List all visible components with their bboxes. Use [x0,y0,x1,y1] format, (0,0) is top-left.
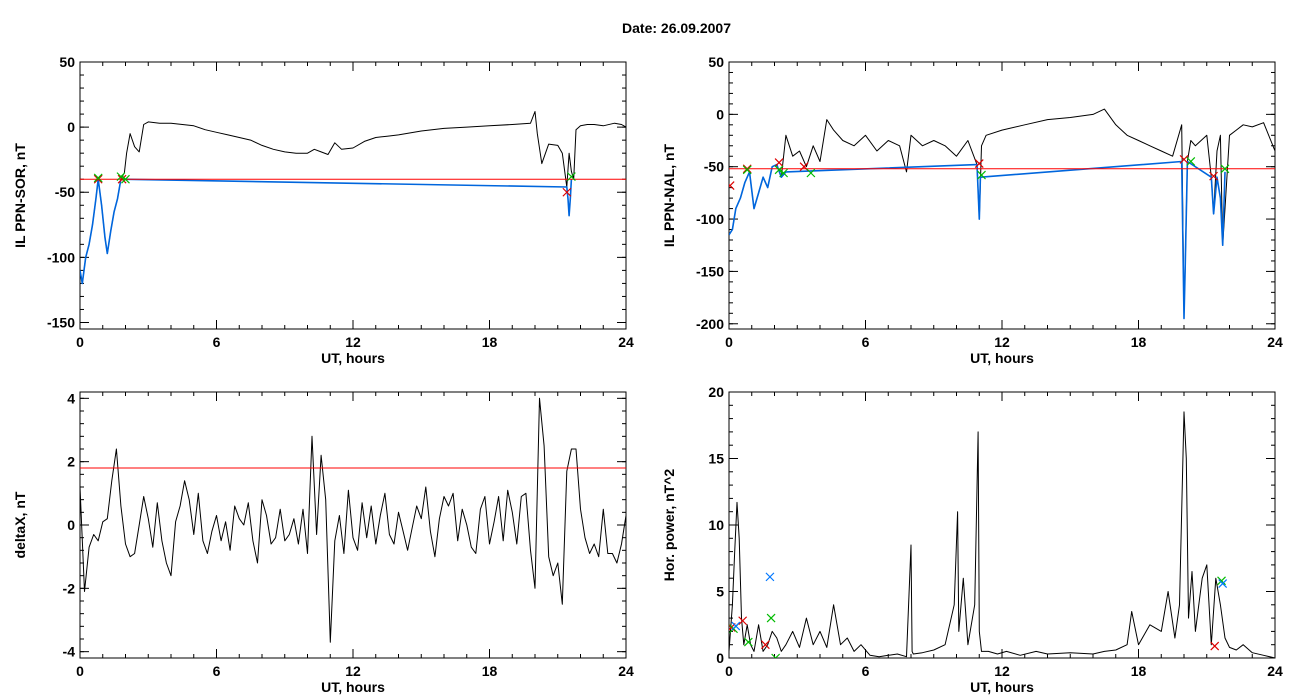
y-tick-label: 20 [708,384,724,400]
y-tick-label: -2 [63,580,76,596]
x-tick-label: 18 [482,334,498,350]
series-line [729,411,1275,658]
peak-marker [731,621,741,631]
peak-marker [1218,579,1228,588]
plot-frame [728,61,1276,330]
page-title: Date: 26.09.2007 [622,20,731,36]
plot-data [729,108,1275,320]
x-axis-label: UT, hours [321,679,385,695]
plot-data [80,397,626,643]
x-tick-label: 6 [213,334,221,350]
start-marker [974,159,984,168]
y-tick-label: -50 [55,184,75,200]
x-tick-label: 24 [618,334,634,350]
x-axis-label: UT, hours [970,350,1034,366]
y-axis-label: deltaX, nT [12,491,28,558]
x-tick-label: 6 [862,663,870,679]
start-marker [1209,171,1218,181]
start-marker [729,181,735,190]
x-tick-label: 6 [862,334,870,350]
highlight-series-line [729,160,1226,320]
end-marker [766,613,776,623]
end-marker [774,165,784,175]
x-tick-label: 24 [618,663,634,679]
series-line [80,111,626,284]
y-tick-label: 50 [59,54,75,70]
chart-panel-ppn-nal: 0 6 12 18 24 50 0 -50 -100 -150 -200 UT, hours IL PP… [661,54,1283,366]
end-marker [93,173,103,183]
y-tick-label: 50 [708,54,724,70]
y-tick-label: 0 [716,650,724,666]
y-tick-label: -50 [704,159,724,175]
end-marker [977,170,986,180]
plot-data [80,111,626,285]
y-tick-label: -100 [47,249,75,265]
end-marker [742,165,752,175]
highlight-series-line [80,178,573,285]
end-marker [779,168,789,178]
x-tick-label: 24 [1267,334,1283,350]
y-tick-label: 0 [716,106,724,122]
y-tick-label: -4 [63,644,76,660]
chart-panel-ppn-sor: 0 6 12 18 24 50 0 -50 -100 -150 UT, hours IL PPN-SO… [12,54,634,366]
x-axis-label: UT, hours [321,350,385,366]
y-tick-label: 2 [67,454,75,470]
end-marker [1217,576,1226,586]
plot-frame [79,391,627,659]
plot-frame [79,61,627,330]
y-tick-label: 0 [67,119,75,135]
x-axis-label: UT, hours [970,679,1034,695]
y-tick-label: 10 [708,517,724,533]
x-tick-label: 12 [994,334,1010,350]
x-tick-label: 0 [76,334,84,350]
start-marker [562,187,572,197]
end-marker [806,168,816,178]
y-tick-label: 15 [708,451,724,467]
start-marker [1210,641,1220,651]
y-tick-label: 5 [716,584,724,600]
series-line [729,108,1275,309]
plot-frame [728,391,1276,659]
end-marker [1186,157,1196,166]
chart-panel-hor-power: 0 6 12 18 24 20 15 10 5 0 UT, hours Hor. power, nT^… [661,384,1283,695]
y-tick-label: -200 [696,316,724,332]
end-marker [771,653,781,658]
end-marker [121,174,130,184]
start-marker [117,174,127,184]
x-tick-label: 18 [1131,334,1147,350]
x-tick-label: 0 [76,663,84,679]
y-tick-label: -150 [47,314,75,330]
x-tick-label: 12 [345,663,361,679]
y-tick-label: 4 [67,390,75,406]
start-marker [774,158,784,167]
x-tick-label: 18 [1131,663,1147,679]
y-tick-label: -100 [696,211,724,227]
end-marker [116,172,126,182]
x-tick-label: 12 [345,334,361,350]
start-marker [760,640,770,650]
end-marker [566,172,576,182]
x-tick-label: 24 [1267,663,1283,679]
peak-marker [765,572,775,582]
y-tick-label: -150 [696,263,724,279]
start-marker [93,174,103,184]
end-marker [743,637,753,647]
y-axis-label: IL PPN-SOR, nT [12,143,28,248]
y-axis-label: Hor. power, nT^2 [661,469,677,582]
plot-data [729,411,1275,658]
y-tick-label: 0 [67,517,75,533]
x-tick-label: 12 [994,663,1010,679]
series-line [80,397,626,643]
start-marker [738,616,748,626]
y-axis-label: IL PPN-NAL, nT [661,143,677,247]
start-marker [742,164,752,174]
chart-panel-deltax: 0 6 12 18 24 4 2 0 -2 -4 UT, hours deltaX, nT [12,390,634,695]
end-marker [1220,164,1230,174]
x-tick-label: 6 [213,663,221,679]
x-tick-label: 0 [725,334,733,350]
x-tick-label: 0 [725,663,733,679]
start-marker [1179,154,1189,164]
x-tick-label: 18 [482,663,498,679]
